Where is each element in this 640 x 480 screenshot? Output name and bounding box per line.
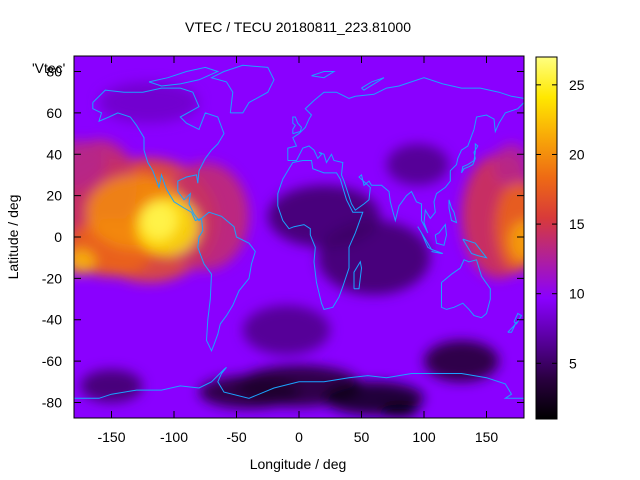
- y-tick-label: 20: [46, 188, 62, 204]
- heat-blob: [242, 305, 331, 355]
- coastline-path: [507, 321, 517, 333]
- coastline-path: [287, 77, 524, 234]
- heatmap-blobs: [74, 81, 524, 417]
- x-tick-label: 0: [295, 429, 303, 445]
- colorbar-tick-label: 25: [569, 77, 585, 93]
- coastline-path: [210, 64, 275, 114]
- coastline-path: [277, 160, 364, 310]
- y-tick-label: 60: [46, 105, 62, 121]
- y-tick-label: -20: [42, 270, 62, 286]
- y-tick-label: 40: [46, 146, 62, 162]
- colorbar-tick-label: 15: [569, 216, 585, 232]
- y-tick-label: -80: [42, 394, 62, 410]
- chart-title: VTEC / TECU 20180811_223.81000: [185, 19, 411, 35]
- heat-blob: [494, 143, 524, 186]
- heat-blob: [317, 220, 431, 295]
- coastline-path: [417, 226, 433, 251]
- heat-blob: [74, 139, 106, 190]
- y-tick-label: 80: [46, 64, 62, 80]
- heat-blob: [386, 143, 449, 186]
- y-axis-label: Latitude / deg: [5, 195, 21, 280]
- colorbar-ticks: 5 10 15 20 25: [536, 77, 585, 371]
- y-tick-label: -40: [42, 312, 62, 328]
- coastline-path: [462, 238, 488, 259]
- colorbar-tick-label: 5: [569, 355, 577, 371]
- x-tick-label: -100: [160, 429, 188, 445]
- coastline-path: [92, 87, 225, 222]
- y-tick-label: 0: [54, 229, 62, 245]
- coastline-path: [434, 223, 448, 246]
- heat-blob: [141, 201, 177, 240]
- coastline-path: [361, 77, 385, 91]
- x-tick-label: -50: [226, 429, 246, 445]
- coastline-path: [311, 71, 336, 79]
- coastlines: [74, 64, 524, 399]
- coastline-path: [448, 199, 458, 224]
- coastline-path: [74, 366, 524, 399]
- x-tick-label: 150: [475, 429, 499, 445]
- coastline-path: [461, 142, 479, 174]
- y-tick-label: -60: [42, 353, 62, 369]
- coastline-path: [353, 260, 363, 290]
- y-axis-ticks: -80 -60 -40 -20 0 20 40 60 80: [42, 64, 524, 410]
- colorbar-tick-label: 10: [569, 286, 585, 302]
- heat-blob: [80, 369, 143, 403]
- colorbar: 5 10 15 20 25: [535, 56, 585, 420]
- heat-blob: [509, 220, 524, 262]
- x-tick-label: 50: [354, 429, 370, 445]
- coastline-path: [292, 116, 303, 135]
- x-axis-ticks: -150 -100 -50 0 50 100 150: [97, 56, 498, 445]
- colorbar-gradient: [535, 56, 558, 420]
- x-tick-label: -150: [97, 429, 125, 445]
- coastline-path: [148, 66, 220, 87]
- x-tick-label: 100: [412, 429, 436, 445]
- x-axis-label: Longitude / deg: [250, 456, 347, 472]
- coastline-path: [197, 211, 256, 353]
- heat-blob: [424, 340, 499, 382]
- legend-label: 'Vtec': [32, 60, 65, 76]
- coastline-path: [431, 248, 443, 254]
- heat-blob: [99, 81, 199, 124]
- plot-area: [73, 55, 525, 419]
- coastline-path: [441, 259, 491, 319]
- heat-blob: [74, 249, 96, 275]
- colorbar-tick-label: 20: [569, 146, 585, 162]
- heat-blob: [380, 404, 418, 417]
